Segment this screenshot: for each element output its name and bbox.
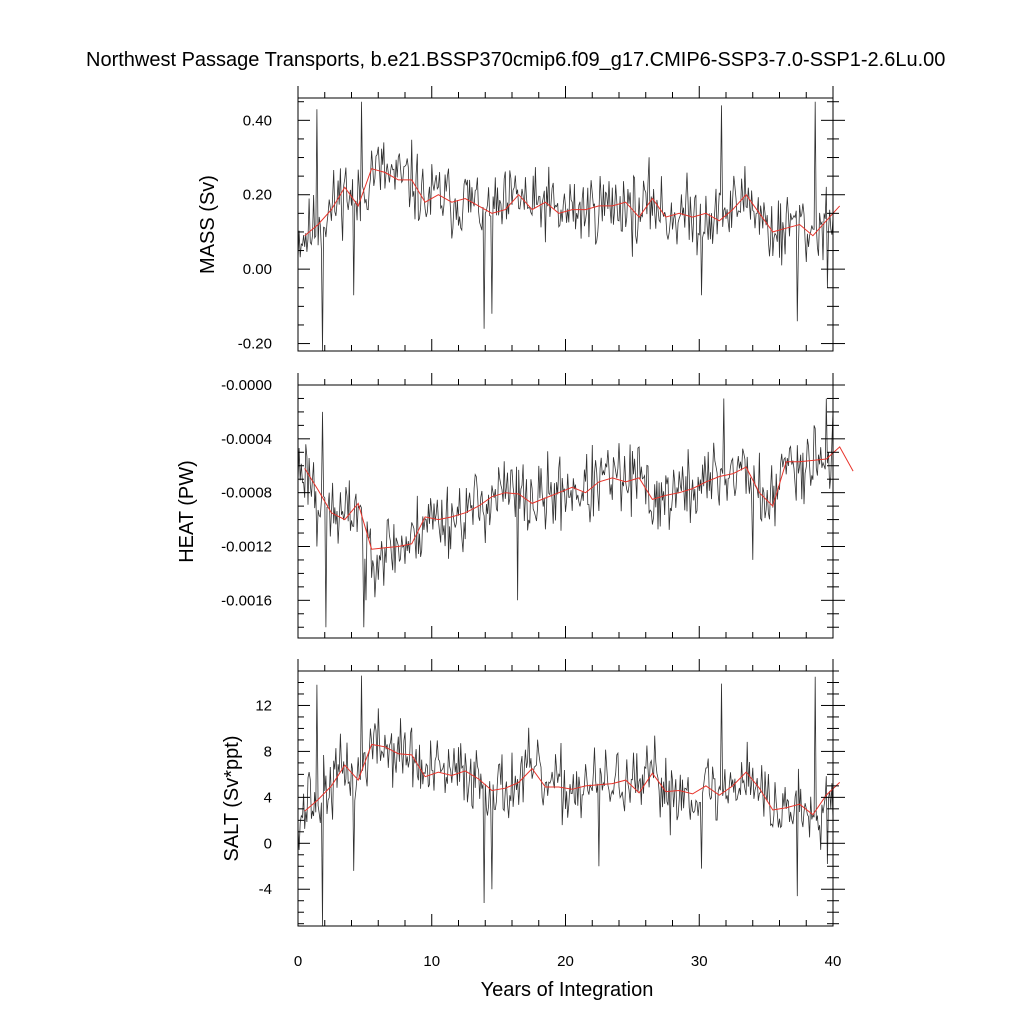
mass-frame	[297, 97, 834, 352]
mass-y-axis-label: MASS (Sv)	[197, 175, 219, 274]
heat-y-tick-label: -0.0008	[221, 485, 272, 502]
x-tick-label: 40	[825, 953, 842, 970]
salt-y-tick-label: 12	[255, 697, 272, 714]
heat-annual-mean-line	[304, 446, 854, 550]
heat-monthly-series-line	[297, 398, 834, 628]
salt-y-tick-label: 8	[264, 743, 272, 760]
heat-y-tick-label: -0.0016	[221, 592, 272, 609]
x-tick-label: 30	[691, 953, 708, 970]
panel-salt: 12 8 4 0 -4 SALT (Sv*ppt)	[221, 659, 845, 927]
salt-annual-mean-line	[304, 743, 841, 816]
salt-y-tick-label: 0	[264, 835, 272, 852]
panel-heat: -0.0000 -0.0004 -0.0008 -0.0012 -0.0016 HEAT …	[176, 373, 854, 639]
mass-y-tick-label: -0.20	[238, 336, 272, 353]
chart-title: Northwest Passage Transports, b.e21.BSSP…	[86, 49, 945, 71]
panel-mass: 0.40 0.20 0.00 -0.20 MASS (Sv)	[197, 86, 845, 353]
salt-y-tick-label: 4	[264, 789, 272, 806]
mass-y-tick-label: 0.00	[243, 261, 272, 278]
heat-y-axis-label: HEAT (PW)	[176, 460, 198, 563]
panels: 0.40 0.20 0.00 -0.20 MASS (Sv) -0.0000 -0.0004…	[176, 86, 854, 970]
salt-y-tick-label: -4	[259, 881, 272, 898]
x-tick-label: 20	[557, 953, 574, 970]
mass-annual-mean-line	[304, 168, 841, 237]
mass-y-tick-label: 0.20	[243, 187, 272, 204]
x-axis-label: Years of Integration	[481, 979, 654, 1001]
x-tick-label: 10	[423, 953, 440, 970]
mass-y-tick-label: 0.40	[243, 112, 272, 129]
salt-y-axis-label: SALT (Sv*ppt)	[221, 736, 243, 862]
heat-y-tick-label: -0.0012	[221, 538, 272, 555]
mass-monthly-series-line	[297, 101, 834, 352]
x-tick-label: 0	[294, 953, 302, 970]
salt-monthly-series-line	[297, 675, 834, 927]
heat-y-tick-label: -0.0000	[221, 377, 272, 394]
heat-y-tick-label: -0.0004	[221, 431, 272, 448]
